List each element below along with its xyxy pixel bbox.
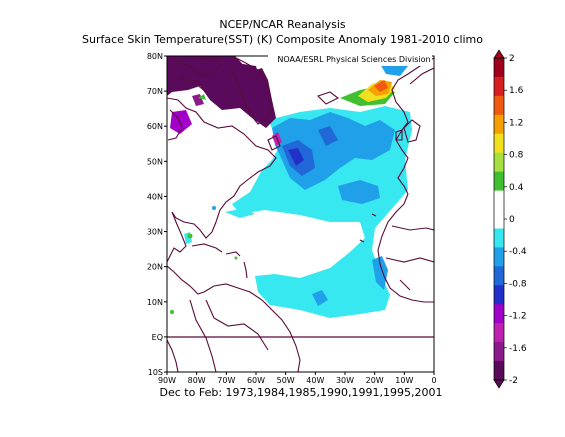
coastline-gulf [167, 211, 187, 263]
colorbar-segment [494, 76, 504, 97]
colorbar-arrow-top [493, 49, 505, 59]
credit-text: NOAA/ESRL Physical Sciences Division [277, 55, 430, 64]
colorbar-label: 2 [509, 54, 515, 64]
coastline-arctic-islands [179, 77, 207, 93]
border-africa [399, 279, 411, 291]
coastline-central-america [167, 265, 205, 295]
anomaly-green-dot [234, 256, 238, 260]
lon-label: 50W [277, 376, 295, 385]
lat-label: 40N [147, 192, 163, 201]
coastline-scandinavia [409, 67, 434, 85]
colorbar-label: -0.4 [509, 247, 527, 257]
colorbar-label: -1.2 [509, 312, 527, 322]
colorbar-label: 0 [509, 215, 515, 225]
coastline-europe [391, 57, 434, 195]
anomaly-green-dot [187, 233, 193, 239]
anomaly-green-dot [170, 310, 174, 314]
colorbar-arrow-bottom [493, 379, 505, 389]
colorbar-segment [494, 228, 504, 248]
anomaly-blue-dot [212, 206, 216, 210]
coastline-hudson-bay [167, 109, 183, 141]
lon-label: 30W [336, 376, 354, 385]
colorbar-segment [494, 323, 504, 343]
coastline-greenland [231, 56, 273, 125]
anomaly-dark-purple-north [200, 62, 262, 92]
lon-label: 90W [158, 376, 176, 385]
colorbar-label: 0.8 [509, 151, 524, 161]
colorbar-label: -0.8 [509, 279, 527, 289]
colorbar-segment [494, 361, 504, 381]
coastline-islands [371, 213, 377, 217]
anomaly-navy-core [288, 148, 304, 166]
anomaly-mid-blue-south [312, 290, 328, 306]
coastline-lesser-antilles [243, 261, 248, 279]
coastline-hispaniola [225, 251, 241, 257]
lon-label: 20W [366, 376, 384, 385]
coastline-arctic-islands [199, 57, 221, 63]
lat-label: 10S [148, 368, 163, 377]
border-africa [385, 257, 434, 263]
anomaly-deep-blue-patch [318, 126, 338, 146]
coastline-british-isles [403, 119, 421, 143]
anomaly-mid-blue-east [372, 256, 388, 290]
longitude-axis: 90W 80W 70W 60W 50W 40W 30W 20W 10W 0 [158, 372, 437, 385]
coastlines [167, 56, 434, 372]
colorbar-segment [494, 304, 504, 324]
lon-label: 60W [247, 376, 265, 385]
chart-title: NCEP/NCAR Reanalysis [219, 18, 346, 31]
lat-label: 80N [147, 52, 163, 61]
colorbar-label: 0.4 [509, 183, 524, 193]
colorbar-label: 1.2 [509, 118, 523, 128]
border-south-america [189, 299, 217, 372]
colorbar-label: -2 [509, 376, 518, 386]
coastline-arctic-islands [175, 61, 223, 77]
colorbar-segment [494, 209, 504, 229]
credit-box [268, 52, 432, 66]
coastline-south-america [203, 283, 301, 372]
colorbar-label: -1.6 [509, 344, 527, 354]
coastline-ireland [395, 129, 403, 141]
colorbar-segment [494, 171, 504, 192]
lon-label: 0 [431, 376, 436, 385]
lon-label: 40W [306, 376, 324, 385]
anomaly-mid-blue-central [338, 180, 380, 204]
colorbar-label: 1.6 [509, 86, 524, 96]
coastline-cuba [191, 243, 223, 253]
colorbar-segment [494, 266, 504, 286]
lat-label: EQ [152, 333, 163, 342]
colorbar-segment [494, 58, 504, 78]
anomaly-light-cyan-patch [225, 208, 255, 218]
colorbar-segment [494, 95, 504, 116]
lat-label: 50N [147, 157, 163, 166]
coastline-north-america [167, 97, 277, 239]
border-africa [391, 225, 434, 231]
lat-label: 70N [147, 87, 163, 96]
lon-label: 10W [395, 376, 413, 385]
colorbar-segment [494, 190, 504, 211]
lon-label: 80W [188, 376, 206, 385]
coastline-africa [377, 193, 434, 303]
coastline-islands [359, 239, 365, 243]
chart-subtitle: Surface Skin Temperature(SST) (K) Compos… [81, 33, 484, 46]
colorbar-segment [494, 114, 504, 135]
colorbar-segment [494, 342, 504, 362]
lat-label: 20N [147, 263, 163, 272]
anomaly-warm-red [374, 80, 388, 92]
colorbar-segment [494, 285, 504, 305]
colorbar-segment [494, 152, 504, 173]
colorbar-segment [494, 133, 504, 154]
latitude-axis: 80N 70N 60N 50N 40N 30N 20N 10N EQ 10S [147, 52, 167, 377]
colorbar-segment [494, 247, 504, 267]
footer-caption: Dec to Feb: 1973,1984,1985,1990,1991,199… [160, 386, 443, 399]
colorbar: 2 1.6 1.2 0.8 0.4 0 -0.4 -0.8 -1.2 -1.6 -2 [493, 49, 527, 389]
lat-label: 10N [147, 298, 163, 307]
lat-label: 60N [147, 122, 163, 131]
coastline-south-america-west [167, 339, 179, 372]
anomaly-warm-green-left [198, 94, 206, 100]
coastline-newfoundland [267, 135, 281, 151]
lon-label: 70W [217, 376, 235, 385]
coastline-iceland [316, 91, 340, 105]
lat-label: 30N [147, 228, 163, 237]
